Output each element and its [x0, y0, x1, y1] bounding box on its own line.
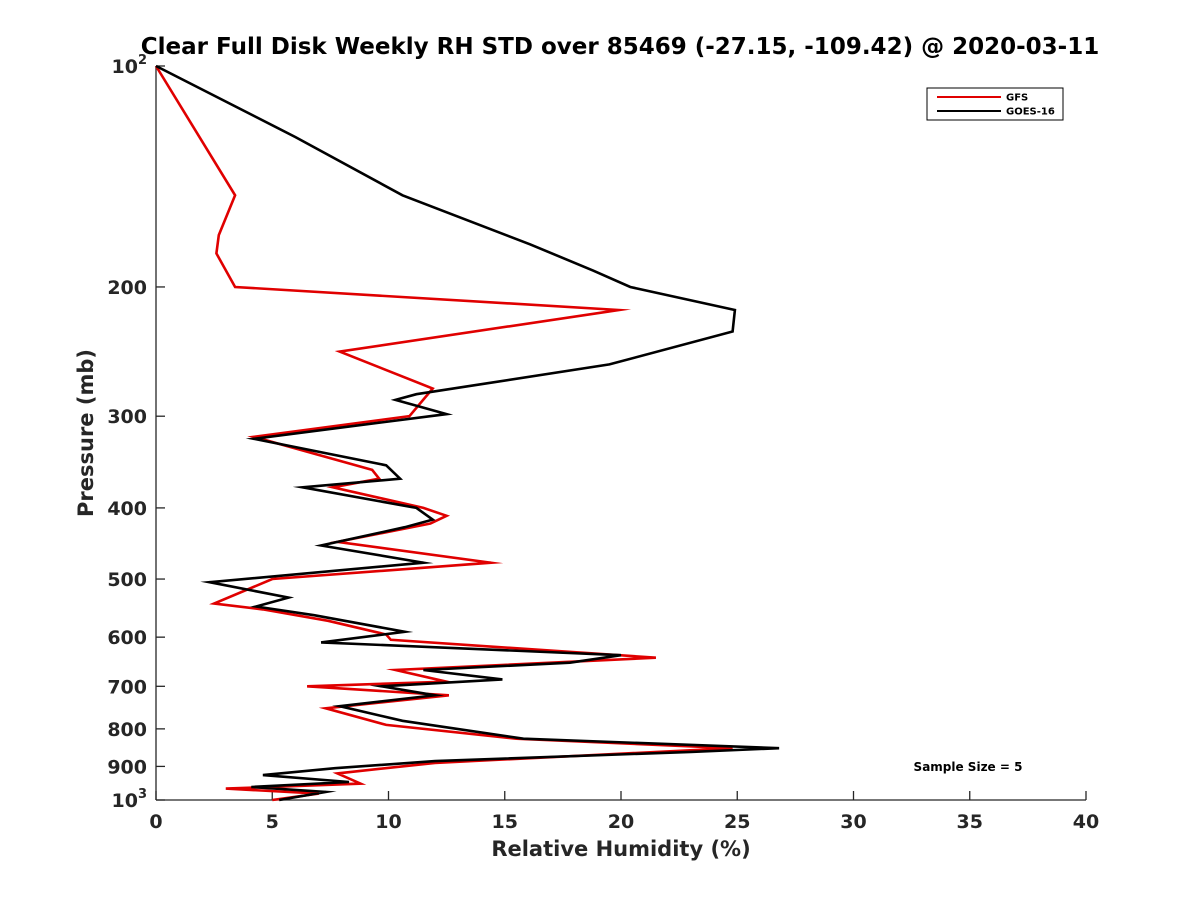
y-tick-label-exponent: 3: [138, 787, 147, 802]
x-tick-label: 15: [492, 811, 518, 833]
y-tick-label: 300: [107, 406, 147, 428]
x-tick-label: 0: [149, 811, 162, 833]
y-tick-label: 200: [107, 277, 147, 299]
x-tick-label: 20: [608, 811, 634, 833]
x-tick-label: 40: [1073, 811, 1099, 833]
y-tick-label: 102: [112, 53, 148, 78]
legend-box: [926, 87, 1064, 121]
series-line-goes16: [155, 64, 780, 802]
axis-ticks: 0 5 10 15 20 25 30 35 40102200300400500600700800…: [107, 53, 1099, 833]
y-tick-label: 600: [107, 627, 147, 649]
y-tick-label: 700: [107, 676, 147, 698]
chart-title: Clear Full Disk Weekly RH STD over 85469…: [141, 34, 1099, 60]
y-tick-label: 900: [107, 756, 147, 778]
x-tick-label: 35: [957, 811, 983, 833]
data-lines: [154, 64, 780, 802]
plot-area: 0 5 10 15 20 25 30 35 40102200300400500600700800…: [107, 53, 1099, 833]
y-tick-label-base: 10: [112, 790, 138, 812]
legend-label-gfs: GFS: [1006, 93, 1028, 104]
legend: GFS GOES-16: [926, 87, 1064, 121]
sample-size-annotation: Sample Size = 5: [914, 760, 1023, 774]
y-tick-label: 800: [107, 719, 147, 741]
legend-label-goes16: GOES-16: [1006, 107, 1055, 118]
y-tick-label: 103: [112, 787, 148, 812]
x-tick-label: 30: [840, 811, 866, 833]
series-line-gfs: [154, 65, 733, 802]
x-tick-label: 25: [724, 811, 750, 833]
x-tick-label: 10: [375, 811, 401, 833]
x-axis-label: Relative Humidity (%): [491, 837, 750, 861]
y-tick-label-base: 10: [112, 56, 138, 78]
y-tick-label-exponent: 2: [138, 53, 147, 68]
y-axis-label: Pressure (mb): [74, 349, 98, 517]
y-tick-label: 400: [107, 498, 147, 520]
y-tick-label: 500: [107, 569, 147, 591]
x-tick-label: 5: [266, 811, 279, 833]
